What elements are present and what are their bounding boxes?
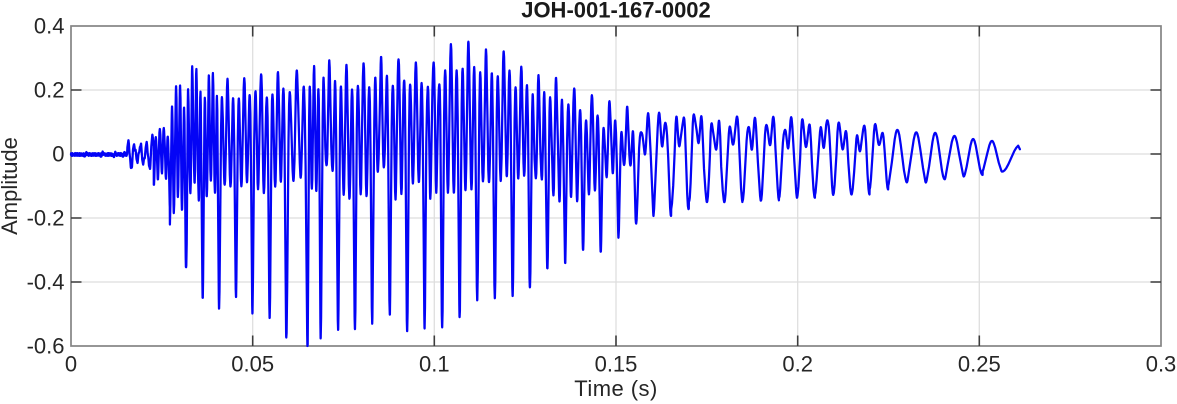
svg-text:0.2: 0.2 [782, 352, 813, 377]
svg-text:0.15: 0.15 [595, 352, 638, 377]
svg-text:0: 0 [52, 142, 64, 167]
svg-text:0: 0 [65, 352, 77, 377]
svg-text:-0.4: -0.4 [27, 270, 65, 295]
svg-text:Time (s): Time (s) [574, 376, 657, 401]
svg-text:-0.2: -0.2 [27, 206, 65, 231]
svg-text:JOH-001-167-0002: JOH-001-167-0002 [521, 0, 711, 23]
svg-text:Amplitude: Amplitude [0, 137, 22, 235]
svg-text:0.2: 0.2 [34, 78, 65, 103]
svg-text:0.1: 0.1 [419, 352, 450, 377]
svg-text:0.25: 0.25 [958, 352, 1001, 377]
svg-text:0.05: 0.05 [231, 352, 274, 377]
svg-text:0.3: 0.3 [1146, 352, 1177, 377]
svg-text:-0.6: -0.6 [27, 334, 65, 359]
svg-text:0.4: 0.4 [34, 14, 65, 39]
